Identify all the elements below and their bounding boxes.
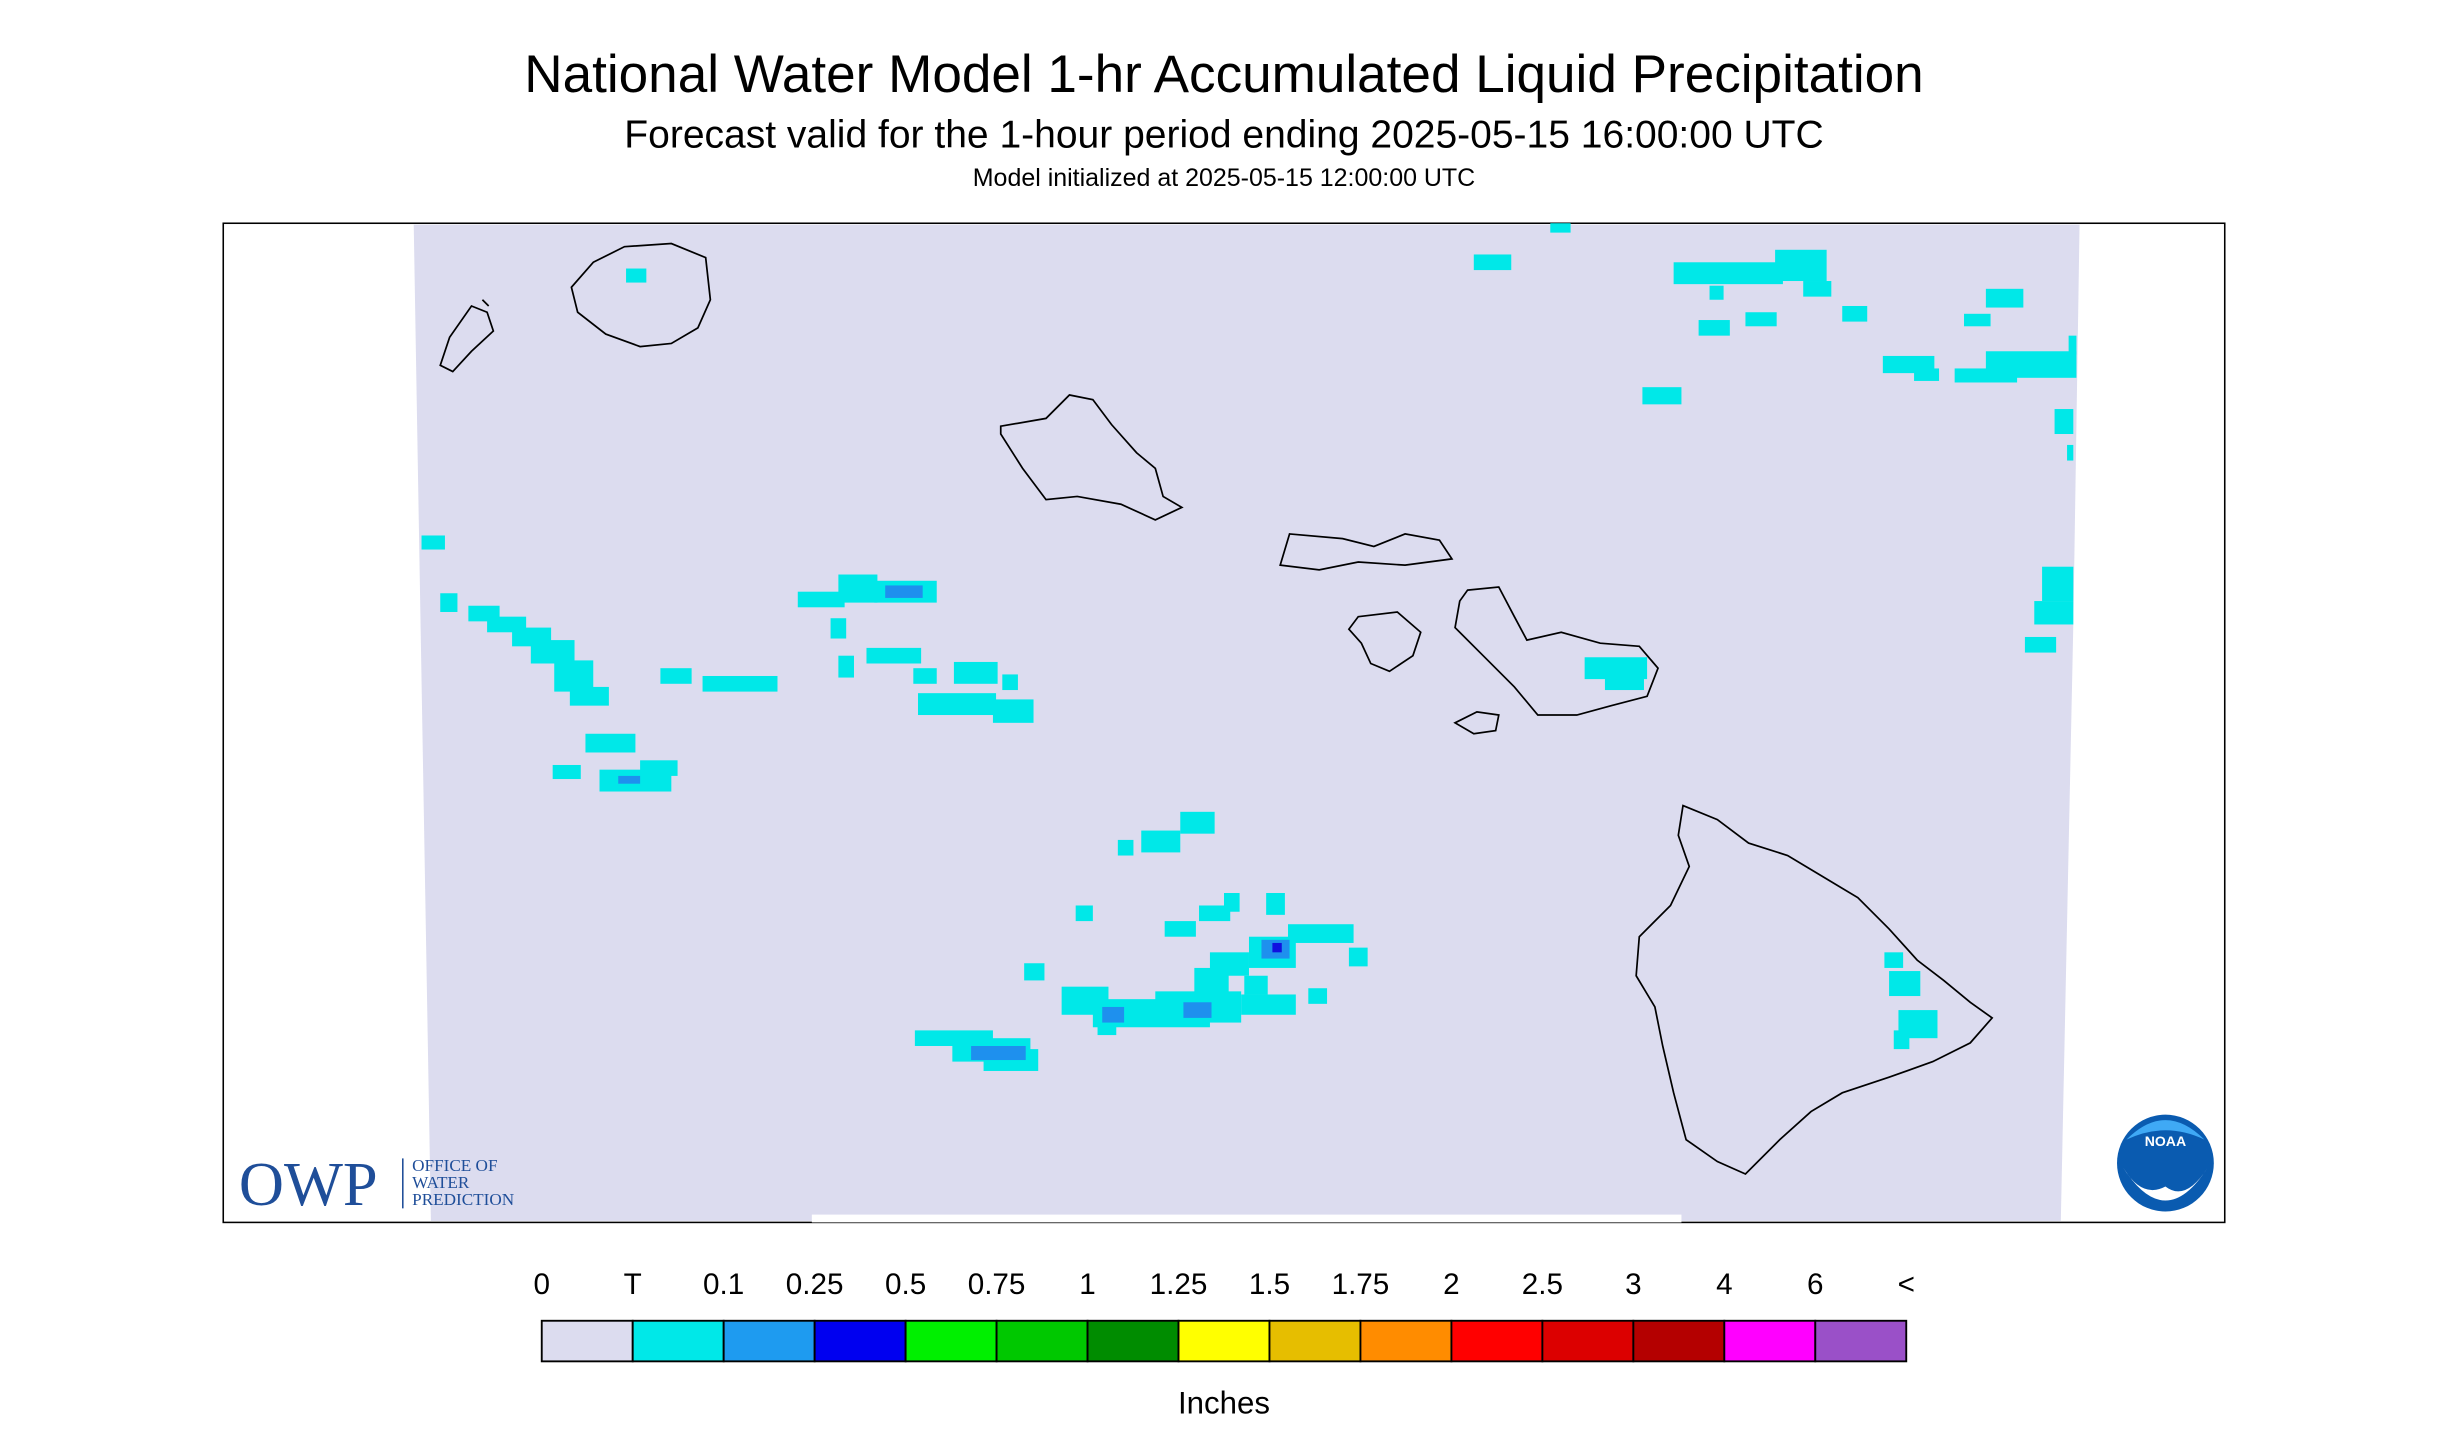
legend-swatch <box>995 1319 1089 1363</box>
legend-swatch <box>540 1319 634 1363</box>
legend-label: 1.5 <box>1249 1268 1290 1301</box>
precip-cells <box>421 223 2077 1071</box>
legend-label: T <box>624 1268 642 1301</box>
legend-label: 1.75 <box>1332 1268 1390 1301</box>
owp-logo-text: OWP <box>239 1149 378 1219</box>
legend-label: 0 <box>533 1268 550 1301</box>
legend-label: 0.25 <box>786 1268 844 1301</box>
owp-logo-line: PREDICTION <box>412 1190 514 1209</box>
legend-label: 2 <box>1443 1268 1460 1301</box>
legend-swatch <box>1086 1319 1180 1363</box>
legend-swatch <box>1177 1319 1271 1363</box>
legend-unit: Inches <box>1178 1385 1270 1420</box>
init-time: Model initialized at 2025-05-15 12:00:00… <box>973 164 1475 192</box>
legend-swatch <box>1450 1319 1544 1363</box>
legend-label: 1.25 <box>1150 1268 1208 1301</box>
legend-swatch <box>904 1319 998 1363</box>
legend-label: 3 <box>1625 1268 1642 1301</box>
subtitle: Forecast valid for the 1-hour period end… <box>624 114 1823 157</box>
legend-swatch <box>631 1319 725 1363</box>
legend-swatch <box>1541 1319 1635 1363</box>
legend-label: 0.1 <box>703 1268 744 1301</box>
title: National Water Model 1-hr Accumulated Li… <box>524 45 1923 104</box>
legend-label: 6 <box>1807 1268 1824 1301</box>
model-domain <box>413 224 2080 1221</box>
legend-swatch <box>1359 1319 1453 1363</box>
owp-logo: OWP OFFICE OF WATER PREDICTION <box>239 1149 514 1219</box>
legend-swatch <box>1814 1319 1908 1363</box>
legend: 0 T 0.1 0.25 0.5 0.75 1 1.25 1.5 1.75 2 2.5 3 4 6 < <box>533 1268 1915 1363</box>
noaa-logo-text: NOAA <box>2145 1133 2186 1149</box>
domain-gap <box>811 1214 1682 1223</box>
legend-label: 0.75 <box>968 1268 1026 1301</box>
legend-swatch <box>1268 1319 1362 1363</box>
owp-logo-line: OFFICE OF <box>412 1156 497 1175</box>
legend-label: 0.5 <box>885 1268 926 1301</box>
legend-swatch <box>1632 1319 1726 1363</box>
legend-label: 4 <box>1716 1268 1733 1301</box>
legend-label: < <box>1898 1268 1915 1301</box>
legend-swatch <box>813 1319 907 1363</box>
owp-logo-line: WATER <box>412 1173 470 1192</box>
noaa-logo: NOAA <box>2117 1114 2214 1212</box>
island-outlines <box>439 242 1994 1176</box>
legend-swatch <box>722 1319 816 1363</box>
legend-label: 1 <box>1079 1268 1096 1301</box>
legend-label: 2.5 <box>1522 1268 1563 1301</box>
legend-swatch <box>1723 1319 1817 1363</box>
